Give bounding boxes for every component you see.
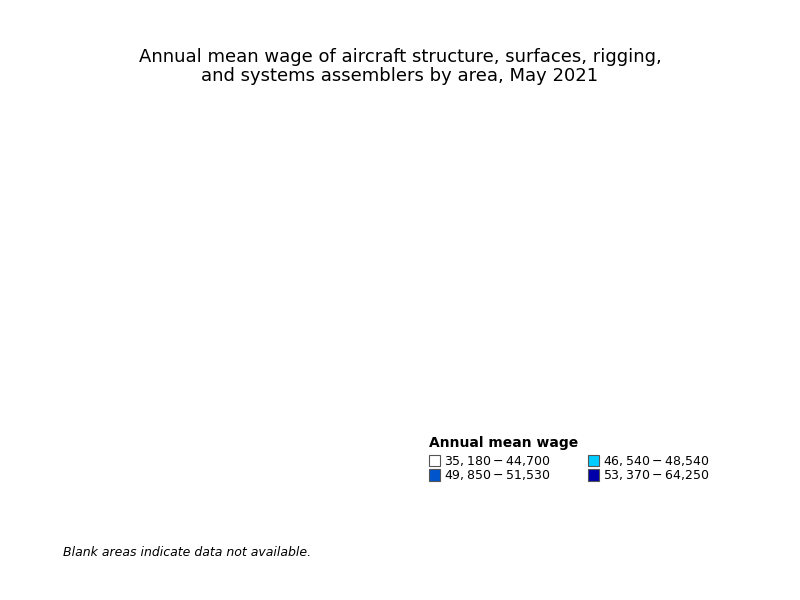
Text: Annual mean wage of aircraft structure, surfaces, rigging,: Annual mean wage of aircraft structure, … — [138, 48, 662, 66]
Text: and systems assemblers by area, May 2021: and systems assemblers by area, May 2021 — [202, 67, 598, 85]
Bar — [588, 469, 599, 481]
Bar — [429, 469, 441, 481]
Text: $35,180 - $44,700: $35,180 - $44,700 — [444, 454, 550, 467]
Text: Blank areas indicate data not available.: Blank areas indicate data not available. — [63, 547, 311, 559]
Bar — [588, 455, 599, 466]
Text: $53,370 - $64,250: $53,370 - $64,250 — [603, 468, 710, 482]
Bar — [429, 455, 441, 466]
Text: Annual mean wage: Annual mean wage — [429, 436, 578, 450]
Text: $49,850 - $51,530: $49,850 - $51,530 — [444, 468, 550, 482]
Text: $46,540 - $48,540: $46,540 - $48,540 — [603, 454, 710, 467]
